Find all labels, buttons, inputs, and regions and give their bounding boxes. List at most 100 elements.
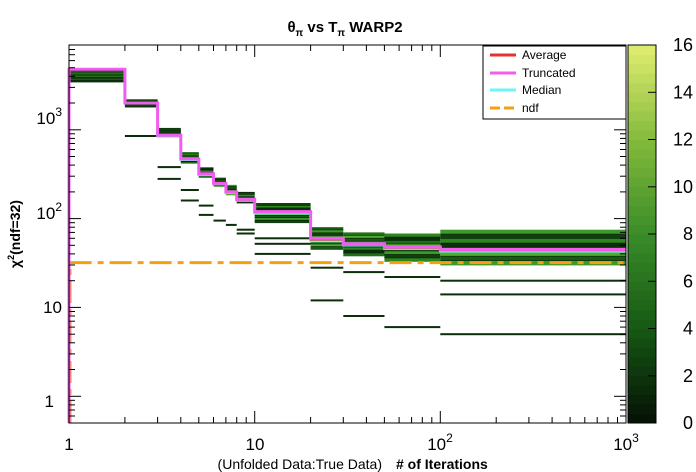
heat-cell bbox=[198, 176, 214, 178]
colorbar-segment bbox=[628, 205, 656, 216]
heat-cell bbox=[69, 72, 125, 75]
heat-cell bbox=[225, 187, 237, 189]
heat-cell bbox=[198, 167, 214, 169]
colorbar-segment bbox=[628, 413, 656, 424]
colorbar-tick-label: 2 bbox=[683, 366, 693, 386]
outlier-mark bbox=[213, 219, 226, 222]
heat-cell bbox=[180, 152, 199, 154]
heat-cell bbox=[198, 171, 214, 173]
heat-cell bbox=[198, 168, 214, 171]
colorbar bbox=[627, 44, 657, 424]
heat-cell bbox=[343, 253, 385, 257]
outlier-mark bbox=[236, 228, 255, 231]
heat-cell bbox=[440, 260, 626, 266]
outlier-mark bbox=[254, 252, 311, 255]
plot-area bbox=[67, 44, 627, 424]
heat-cell bbox=[225, 193, 237, 196]
colorbar-labels: 0 2 4 6 8 10 12 14 16 bbox=[648, 35, 693, 433]
x-axis-prefix: (Unfolded Data:True Data) bbox=[218, 456, 382, 472]
colorbar-tick-label: 8 bbox=[683, 224, 693, 244]
heat-cell bbox=[236, 196, 255, 198]
legend-label-truncated: Truncated bbox=[522, 66, 576, 80]
heat-cell bbox=[213, 185, 226, 187]
heat-cell bbox=[440, 243, 626, 248]
heat-cell bbox=[310, 246, 344, 250]
heat-cell bbox=[69, 76, 125, 79]
colorbar-tick-label: 4 bbox=[683, 319, 693, 339]
colorbar-segment bbox=[628, 149, 656, 159]
heat-cell bbox=[440, 256, 626, 261]
outlier-mark bbox=[310, 266, 344, 269]
heat-cell bbox=[213, 178, 226, 181]
axis-ticks bbox=[68, 44, 627, 424]
y-tick-label-1000: 103 bbox=[36, 105, 62, 128]
colorbar-segment bbox=[628, 63, 656, 74]
colorbar-segment bbox=[628, 404, 656, 414]
outlier-mark bbox=[124, 135, 158, 137]
outlier-mark bbox=[343, 315, 385, 317]
outlier-mark bbox=[343, 271, 385, 274]
heat-cell bbox=[180, 160, 199, 163]
heat-cell bbox=[310, 241, 344, 245]
y-tick-label-10: 10 bbox=[43, 298, 62, 317]
colorbar-segment bbox=[628, 262, 656, 273]
heat-cell bbox=[384, 250, 441, 255]
colorbar-segment bbox=[628, 252, 656, 263]
heat-cell bbox=[343, 247, 385, 251]
colorbar-segment bbox=[628, 385, 656, 396]
heat-cell bbox=[180, 161, 199, 164]
colorbar-segment bbox=[628, 45, 656, 55]
outlier-mark bbox=[157, 177, 181, 180]
colorbar-segment bbox=[628, 158, 656, 169]
heat-cell bbox=[310, 243, 344, 248]
heat-cell bbox=[180, 154, 199, 157]
outlier-mark bbox=[310, 299, 344, 302]
heat-cell bbox=[384, 254, 441, 259]
outlier-mark bbox=[254, 242, 311, 245]
colorbar-segment bbox=[628, 356, 656, 367]
colorbar-segment bbox=[628, 300, 656, 310]
legend: Average Truncated Median ndf bbox=[482, 45, 627, 120]
colorbar-segment bbox=[628, 366, 656, 377]
heat-cell bbox=[236, 201, 255, 204]
colorbar-segment bbox=[628, 73, 656, 84]
heat-cell bbox=[384, 257, 441, 262]
outlier-mark bbox=[440, 333, 626, 336]
x-axis-title: # of Iterations bbox=[396, 456, 488, 472]
outlier-mark bbox=[69, 80, 125, 83]
outlier-mark bbox=[180, 189, 199, 191]
colorbar-segment bbox=[628, 177, 656, 188]
colorbar-segment bbox=[628, 167, 656, 178]
colorbar-segment bbox=[628, 271, 656, 282]
outlier-mark bbox=[440, 279, 626, 282]
colorbar-segment bbox=[628, 375, 656, 386]
colorbar-segment bbox=[628, 224, 656, 235]
colorbar-segment bbox=[628, 101, 656, 112]
heat-cell bbox=[343, 235, 385, 239]
x-tick-label-10: 10 bbox=[246, 435, 265, 454]
colorbar-segment bbox=[628, 328, 656, 339]
colorbar-segment bbox=[628, 234, 656, 244]
legend-label-ndf: ndf bbox=[522, 101, 539, 115]
chart-title: θπ vs Tπ WARP2 bbox=[287, 19, 402, 39]
colorbar-segment bbox=[628, 82, 656, 93]
outlier-mark bbox=[198, 204, 214, 207]
heat-cell bbox=[440, 229, 626, 235]
heat-cell bbox=[180, 153, 199, 156]
outlier-mark bbox=[225, 223, 237, 226]
colorbar-segment bbox=[628, 243, 656, 254]
colorbar-segment bbox=[628, 337, 656, 348]
plot-frame bbox=[68, 44, 627, 424]
heat-cell bbox=[198, 169, 214, 172]
colorbar-tick-label: 0 bbox=[683, 413, 693, 433]
colorbar-segment bbox=[628, 394, 656, 405]
colorbar-segment bbox=[628, 139, 656, 150]
heat-cell bbox=[343, 238, 385, 242]
y-axis-title: χ2(ndf=32) bbox=[6, 200, 23, 268]
heat-cell bbox=[440, 238, 626, 244]
colorbar-tick-label: 6 bbox=[683, 271, 693, 291]
outlier-mark bbox=[198, 213, 214, 216]
heat-cell bbox=[213, 180, 226, 183]
heat-cell bbox=[225, 184, 237, 187]
